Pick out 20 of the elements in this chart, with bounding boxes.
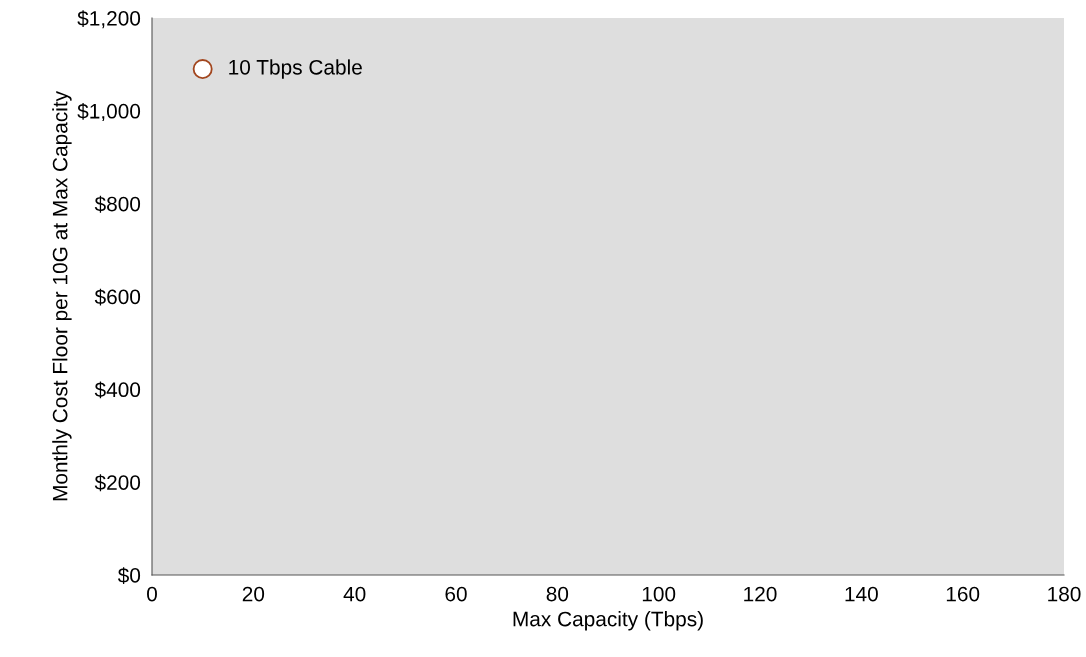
x-axis-title: Max Capacity (Tbps)	[513, 611, 703, 631]
annotation: 10 Tbps Cable	[229, 59, 362, 79]
y-tick-label: $800	[94, 195, 141, 213]
x-tick-label: 60	[445, 586, 467, 602]
x-tick-label: 80	[546, 586, 569, 602]
x-tick-label: 120	[744, 586, 777, 602]
x-tick-label: 180	[1048, 586, 1081, 602]
y-tick-label: $400	[94, 381, 141, 399]
y-tick-label: $0	[117, 567, 141, 584]
y-tick-label: $200	[94, 474, 141, 492]
y-tick-label: $1,200	[77, 10, 141, 29]
x-tick-label: 40	[343, 586, 366, 602]
y-tick-label: $1,000	[77, 102, 141, 122]
x-tick-label: 0	[147, 586, 157, 602]
x-tick-label: 20	[242, 586, 265, 602]
x-tick-label: 160	[946, 586, 980, 602]
y-axis-title: Monthly Cost Floor per 10G at Max Capacity	[52, 91, 72, 501]
x-tick-label: 100	[642, 586, 676, 602]
x-tick-label: 140	[845, 586, 878, 602]
y-tick-label: $600	[94, 288, 141, 306]
